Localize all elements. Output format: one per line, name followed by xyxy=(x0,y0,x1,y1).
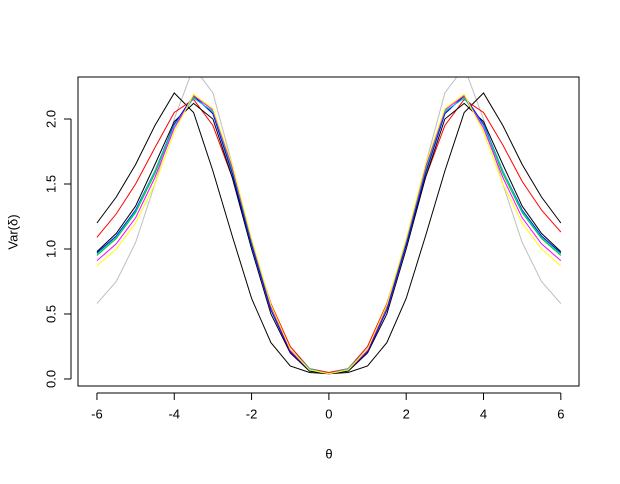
series-line xyxy=(96,77,562,375)
x-tick-label: -4 xyxy=(168,406,180,421)
series-line xyxy=(96,98,562,373)
series-line xyxy=(96,93,562,375)
y-axis-label: Var(δ) xyxy=(5,214,20,249)
x-tick-label: 4 xyxy=(480,406,487,421)
x-axis-label: θ xyxy=(325,446,332,461)
plot-lines xyxy=(96,77,562,375)
plot-box xyxy=(77,76,580,387)
y-tick-label: 0.5 xyxy=(43,305,58,323)
x-tick-label: 0 xyxy=(325,406,332,421)
y-tick-label: 1.0 xyxy=(43,240,58,258)
y-tick-label: 2.0 xyxy=(43,110,58,128)
x-tick-label: 2 xyxy=(403,406,410,421)
x-tick-label: -6 xyxy=(91,406,103,421)
x-tick-label: 6 xyxy=(557,406,564,421)
y-tick-label: 1.5 xyxy=(43,175,58,193)
series-line xyxy=(96,94,562,375)
y-tick-label: 0.0 xyxy=(43,370,58,388)
x-tick-label: -2 xyxy=(246,406,258,421)
series-line xyxy=(96,94,562,375)
series-line xyxy=(96,92,562,375)
